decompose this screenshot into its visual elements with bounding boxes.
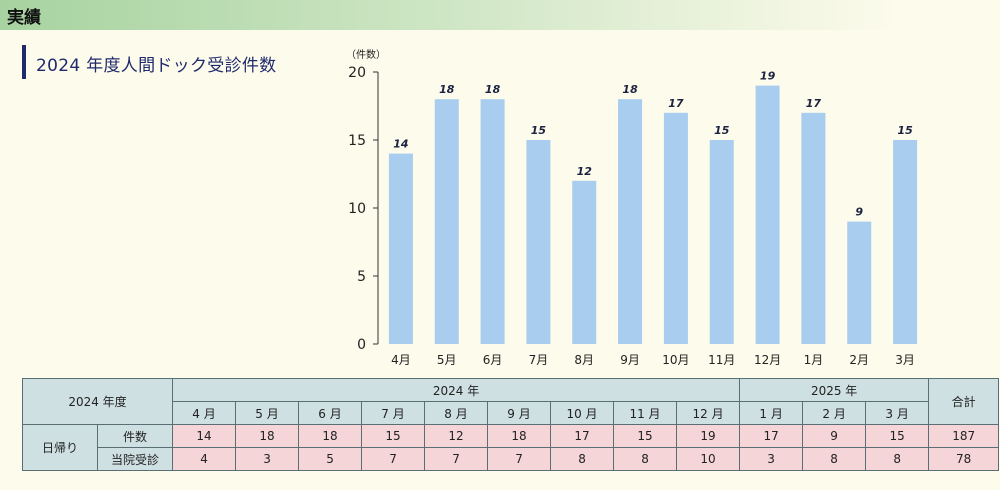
bar bbox=[388, 153, 413, 344]
bar bbox=[526, 140, 551, 344]
x-category-label: 8月 bbox=[574, 353, 594, 367]
bar-value-label: 9 bbox=[855, 206, 863, 219]
bar bbox=[893, 140, 918, 344]
bar-value-label: 14 bbox=[393, 138, 408, 151]
bar bbox=[480, 99, 505, 344]
table-cell: 5 bbox=[298, 447, 363, 471]
bar bbox=[847, 221, 872, 344]
table-cell: 8 bbox=[613, 447, 678, 471]
x-category-label: 5月 bbox=[437, 353, 457, 367]
y-tick-label: 15 bbox=[348, 133, 366, 149]
y-axis-unit-label: （件数） bbox=[346, 48, 386, 61]
bar-chart: （件数） 0 5 10 15 20 14 18 18 15 12 18 17 15 19 17 9 15 4月… bbox=[346, 48, 918, 367]
month-header-cell: 8 月 bbox=[424, 401, 489, 425]
group-label-cell: 日帰り bbox=[22, 424, 98, 471]
x-category-label: 7月 bbox=[529, 353, 549, 367]
year-2025-header: 2025 年 bbox=[739, 378, 930, 402]
table-cell: 8 bbox=[550, 447, 615, 471]
x-category-label: 2月 bbox=[849, 353, 869, 367]
x-category-label: 4月 bbox=[391, 353, 411, 367]
bar-value-label: 17 bbox=[806, 97, 822, 110]
table-cell: 7 bbox=[361, 447, 426, 471]
table-cell: 15 bbox=[865, 424, 930, 448]
table-cell: 7 bbox=[487, 447, 552, 471]
table-cell: 7 bbox=[424, 447, 489, 471]
table-cell: 18 bbox=[487, 424, 552, 448]
month-header-cell: 1 月 bbox=[739, 401, 804, 425]
total-header: 合計 bbox=[928, 378, 1000, 425]
section-accent-bar bbox=[22, 45, 26, 79]
table-cell: 15 bbox=[613, 424, 678, 448]
table-cell: 17 bbox=[739, 424, 804, 448]
bar bbox=[755, 85, 780, 344]
bar bbox=[663, 112, 688, 344]
month-header-cell: 6 月 bbox=[298, 401, 363, 425]
bar-value-label: 18 bbox=[485, 83, 501, 96]
bar-value-label: 15 bbox=[714, 124, 730, 137]
table-cell: 18 bbox=[298, 424, 363, 448]
table-cell: 3 bbox=[235, 447, 300, 471]
month-header-cell: 7 月 bbox=[361, 401, 426, 425]
table-row-count: 日帰り 件数 14 18 18 15 12 18 17 15 19 17 9 15 187 bbox=[22, 424, 1000, 471]
x-category-label: 9月 bbox=[620, 353, 640, 367]
page-header-title: 実績 bbox=[7, 8, 41, 28]
total-cell: 78 bbox=[928, 447, 1000, 471]
month-header-cell: 2 月 bbox=[802, 401, 867, 425]
y-tick-label: 0 bbox=[357, 337, 366, 353]
section-title: 2024 年度人間ドック受診件数 bbox=[36, 56, 277, 76]
bar-series: 14 18 18 15 12 18 17 15 19 17 9 15 bbox=[388, 70, 918, 344]
bar bbox=[801, 112, 826, 344]
x-category-label: 1月 bbox=[804, 353, 824, 367]
table-cell: 15 bbox=[361, 424, 426, 448]
bar-value-label: 19 bbox=[760, 70, 776, 83]
month-header-cell: 4 月 bbox=[172, 401, 237, 425]
y-tick-label: 5 bbox=[357, 269, 366, 285]
bar bbox=[572, 180, 597, 344]
x-category-label: 11月 bbox=[708, 353, 735, 367]
row-label-cell: 当院受診 bbox=[96, 447, 174, 471]
year-2024-header: 2024 年 bbox=[172, 378, 741, 402]
table-row-own-hospital: 当院受診 4 3 5 7 7 7 8 8 10 3 8 8 78 bbox=[23, 447, 1000, 471]
month-header-cell: 12 月 bbox=[676, 401, 741, 425]
x-category-label: 3月 bbox=[895, 353, 915, 367]
bar-value-label: 15 bbox=[897, 124, 913, 137]
month-header-cell: 10 月 bbox=[550, 401, 615, 425]
month-header-cell: 3 月 bbox=[865, 401, 930, 425]
row-label-cell: 件数 bbox=[96, 424, 174, 448]
month-header-cell: 9 月 bbox=[487, 401, 552, 425]
table-cell: 4 bbox=[172, 447, 237, 471]
bar bbox=[709, 140, 734, 344]
x-category-label: 6月 bbox=[483, 353, 503, 367]
month-header-cell: 5 月 bbox=[235, 401, 300, 425]
table-cell: 8 bbox=[865, 447, 930, 471]
table-cell: 17 bbox=[550, 424, 615, 448]
x-category-label: 12月 bbox=[754, 353, 781, 367]
table-cell: 14 bbox=[172, 424, 237, 448]
y-axis: 0 5 10 15 20 bbox=[348, 65, 379, 353]
header-band bbox=[0, 0, 1000, 30]
bar-value-label: 17 bbox=[668, 97, 684, 110]
table-header-row-years: 2024 年度 2024 年 2025 年 合計 bbox=[21, 378, 1000, 425]
x-category-label: 10月 bbox=[662, 353, 689, 367]
y-tick-label: 10 bbox=[348, 201, 366, 217]
table-cell: 10 bbox=[676, 447, 741, 471]
bar bbox=[434, 99, 459, 344]
bar bbox=[618, 99, 643, 344]
bar-value-label: 15 bbox=[531, 124, 547, 137]
table-cell: 18 bbox=[235, 424, 300, 448]
bar-value-label: 18 bbox=[439, 83, 455, 96]
table-cell: 3 bbox=[739, 447, 804, 471]
table-cell: 19 bbox=[676, 424, 741, 448]
bar-value-label: 18 bbox=[622, 83, 638, 96]
total-cell: 187 bbox=[928, 424, 1000, 448]
table-cell: 8 bbox=[802, 447, 867, 471]
month-header-cell: 11 月 bbox=[613, 401, 678, 425]
fiscal-year-cell: 2024 年度 bbox=[21, 378, 174, 425]
bar-value-label: 12 bbox=[577, 165, 593, 178]
y-tick-label: 20 bbox=[348, 65, 366, 81]
x-axis: 4月 5月 6月 7月 8月 9月 10月 11月 12月 1月 2月 3月 bbox=[391, 353, 915, 367]
table-cell: 12 bbox=[424, 424, 489, 448]
table-cell: 9 bbox=[802, 424, 867, 448]
